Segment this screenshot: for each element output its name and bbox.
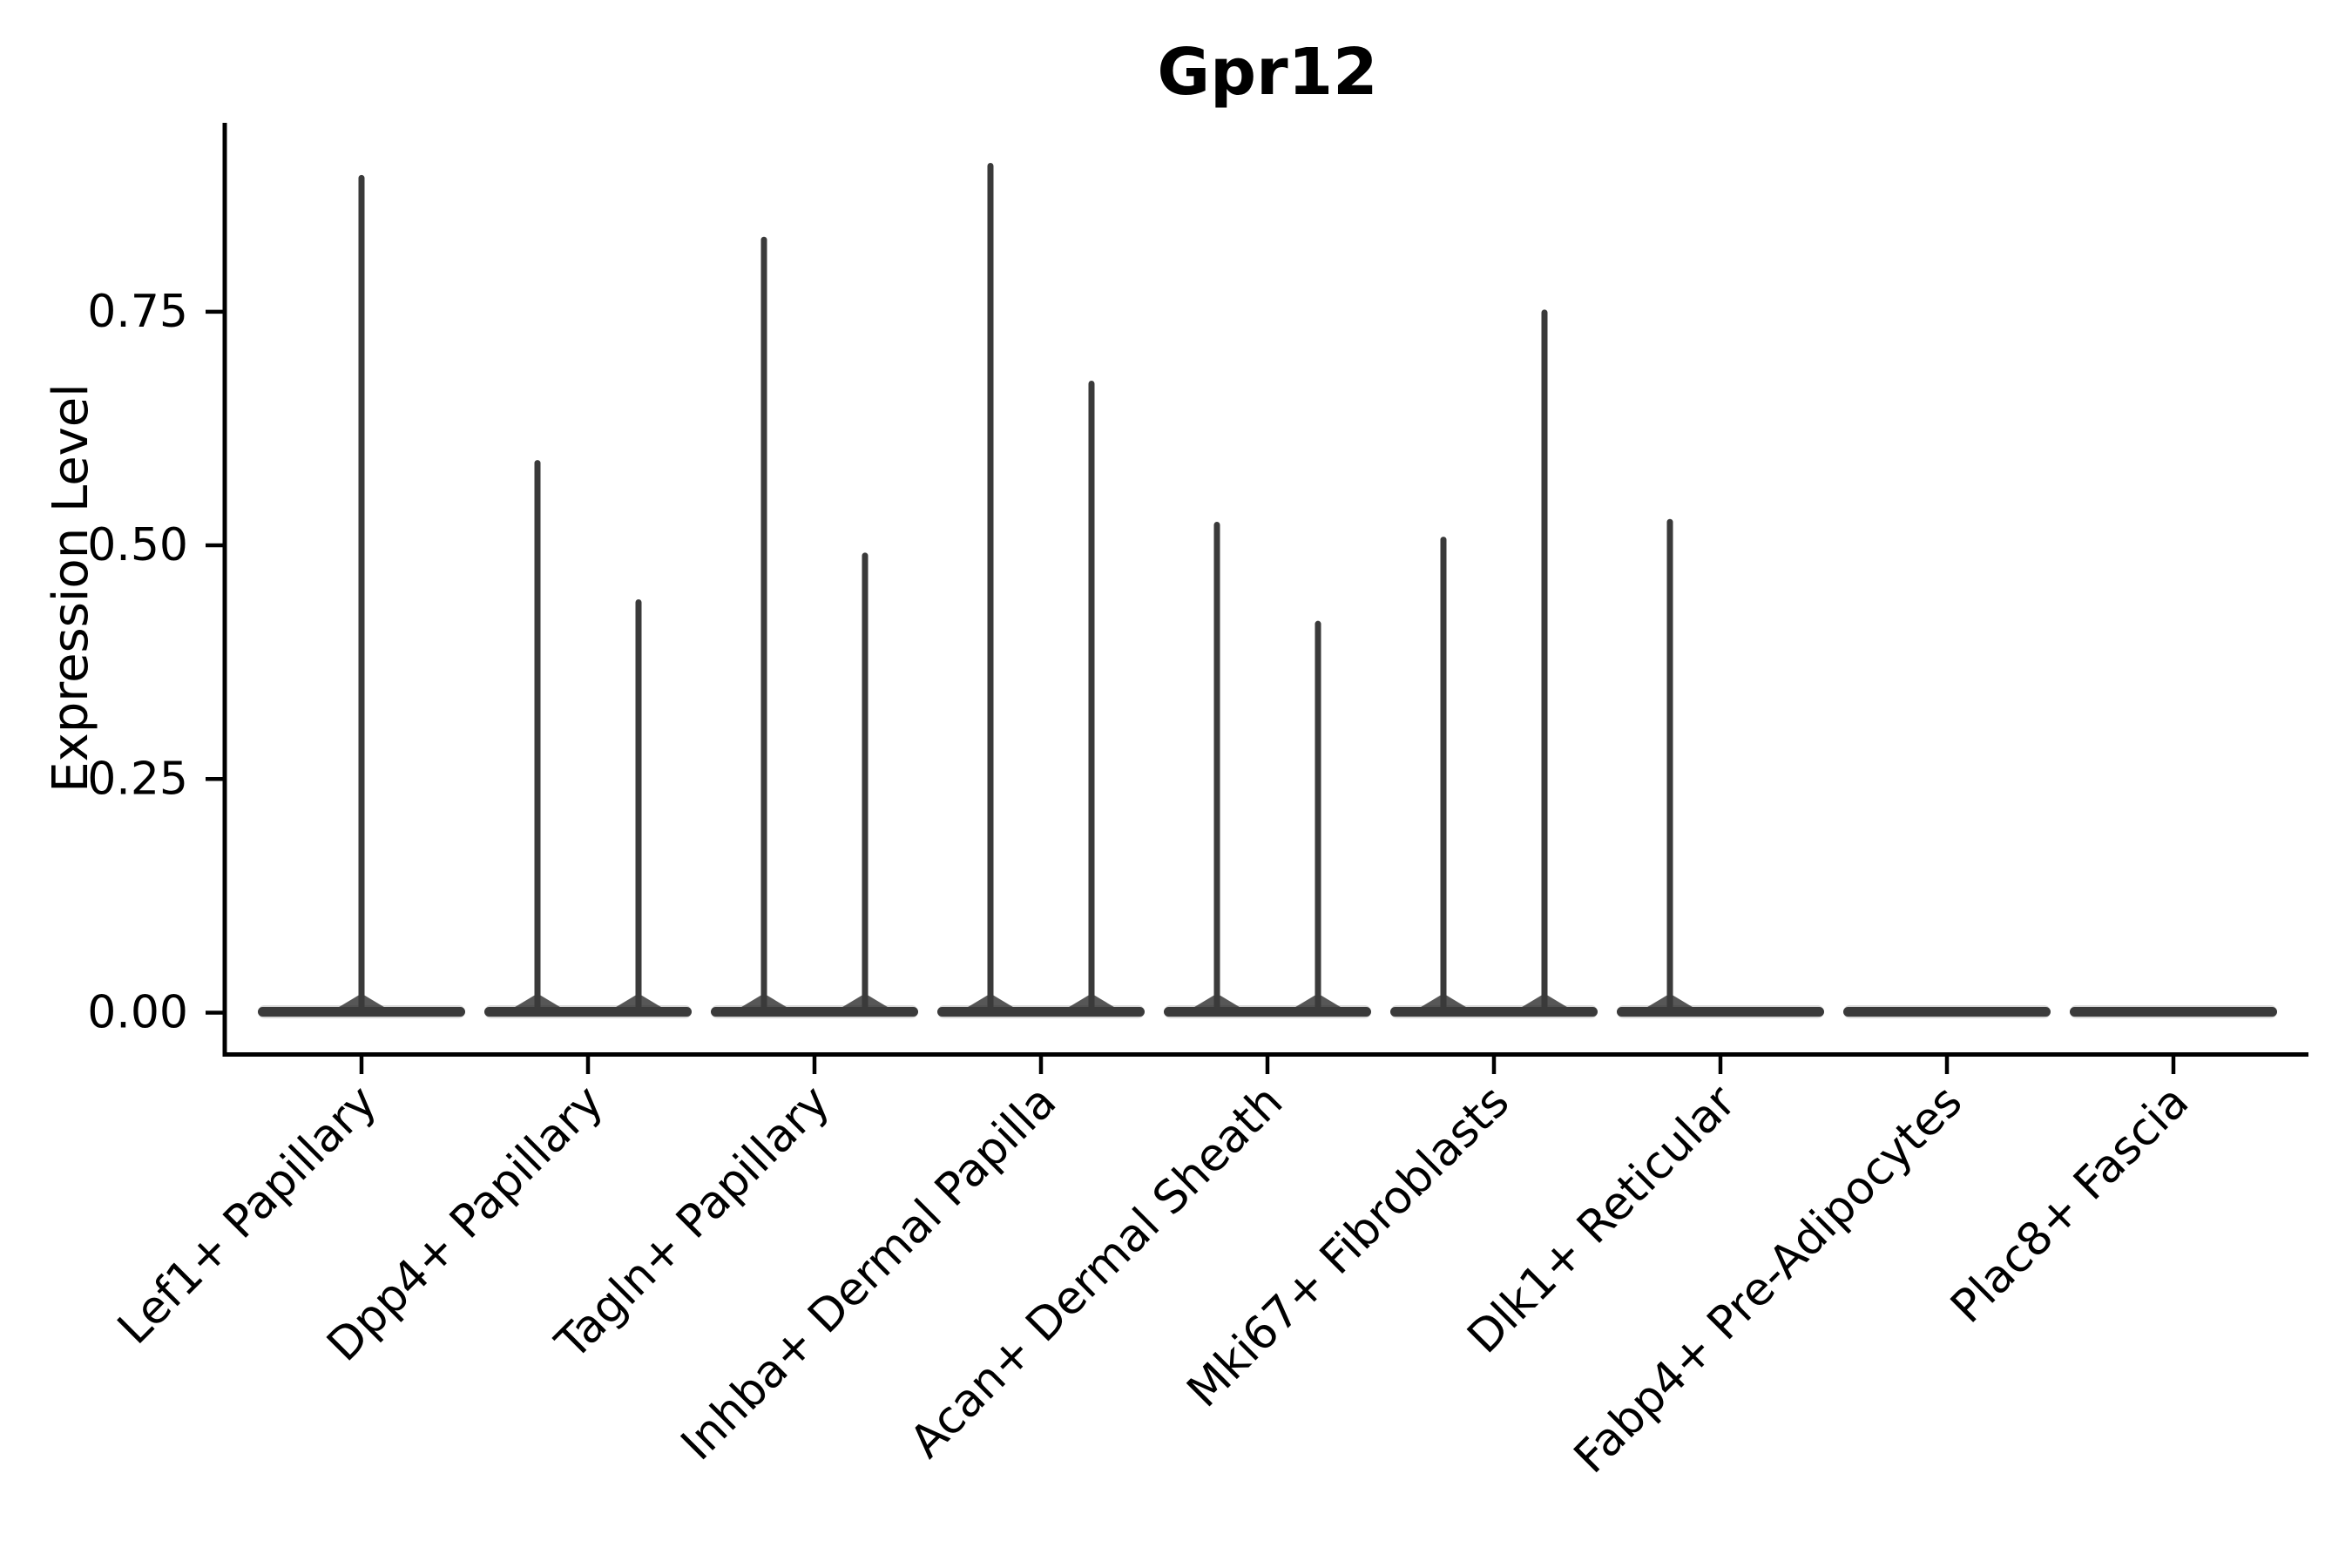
x-tick-label: Acan+ Dermal Sheath xyxy=(901,1076,1294,1469)
violin-base xyxy=(258,1007,465,1017)
y-tick-label: 0.75 xyxy=(87,286,188,338)
violin-base xyxy=(937,1007,1145,1017)
violin-base xyxy=(1390,1007,1598,1017)
y-tick-label: 0.25 xyxy=(87,753,188,805)
x-tick-label: Inhba+ Dermal Papilla xyxy=(672,1076,1066,1470)
violins-layer xyxy=(258,162,2277,1018)
x-tick-label: Plac8+ Fascia xyxy=(1941,1076,2199,1334)
y-tick-label: 0.00 xyxy=(87,987,188,1039)
chart-title: Gpr12 xyxy=(1157,35,1377,110)
x-tick-label: Fabp4+ Pre-Adipocytes xyxy=(1565,1076,1972,1484)
violin-base xyxy=(484,1007,692,1017)
y-axis-label: Expression Level xyxy=(43,383,99,793)
violin-base xyxy=(2070,1007,2277,1017)
violin-base xyxy=(1617,1007,1824,1017)
violin-base xyxy=(711,1007,918,1017)
violin-base xyxy=(1164,1007,1371,1017)
y-tick-label: 0.50 xyxy=(87,519,188,571)
violin-base xyxy=(1843,1007,2051,1017)
